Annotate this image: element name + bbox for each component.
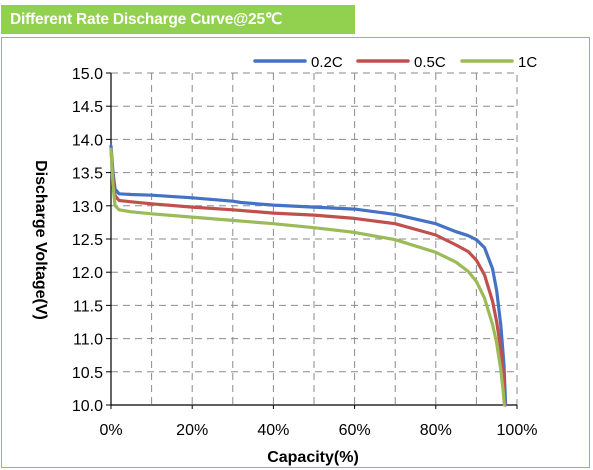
x-tick-label: 0%: [99, 422, 122, 439]
y-tick-label: 15.0: [72, 66, 103, 83]
y-tick-label: 13.0: [72, 199, 103, 216]
chart-title: Different Rate Discharge Curve@25℃: [10, 11, 283, 28]
y-tick-label: 14.5: [72, 99, 103, 116]
series-line-0-2C: [109, 144, 508, 407]
y-tick-label: 10.5: [72, 365, 103, 382]
chart-panel: [1, 37, 590, 468]
y-tick-label: 11.5: [73, 298, 103, 315]
x-tick-label: 20%: [176, 422, 208, 439]
series-line-1C: [109, 147, 506, 407]
y-tick-label: 11.0: [73, 332, 103, 349]
legend-label-0-2C: 0.2C: [311, 54, 343, 71]
legend-label-1C: 1C: [518, 54, 537, 71]
grid: [111, 72, 517, 406]
y-tick-label: 10.0: [72, 398, 103, 415]
series-line-0-5C: [109, 147, 507, 407]
x-axis-ticks: 0% 20% 40% 60% 80% 100%: [99, 405, 537, 439]
y-axis-label: Discharge Voltage(V): [32, 160, 49, 320]
x-tick-label: 100%: [497, 422, 538, 439]
legend: 0.2C 0.5C 1C: [253, 54, 537, 71]
y-tick-label: 13.5: [72, 166, 103, 183]
y-tick-label: 12.0: [72, 265, 103, 282]
legend-label-0-5C: 0.5C: [414, 54, 446, 71]
y-tick-label: 14.0: [72, 132, 103, 149]
x-tick-label: 60%: [339, 422, 371, 439]
y-tick-label: 12.5: [72, 232, 103, 249]
x-tick-label: 80%: [420, 422, 452, 439]
y-axis-ticks: 10.0 10.5 11.0 11.5 12.0 12.5 13.0 13.5 14.0 14.5…: [72, 66, 111, 415]
chart-title-banner: Different Rate Discharge Curve@25℃: [1, 5, 355, 34]
x-axis-label: Capacity(%): [267, 449, 359, 466]
series-lines: [109, 144, 508, 407]
x-tick-label: 40%: [257, 422, 289, 439]
